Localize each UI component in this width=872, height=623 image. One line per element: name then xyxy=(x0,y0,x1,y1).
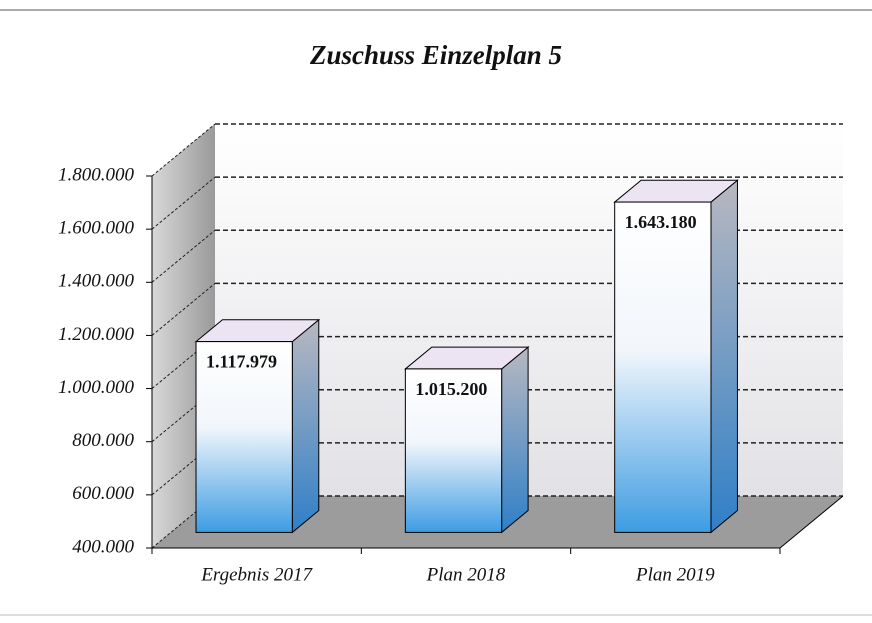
y-tick-label: 1.800.000 xyxy=(58,164,135,185)
x-tick-label: Plan 2019 xyxy=(635,564,715,585)
grid-line xyxy=(151,283,216,336)
grid-line xyxy=(151,123,216,177)
grid-line xyxy=(151,442,216,496)
bar xyxy=(195,341,293,533)
y-tick-label: 800.000 xyxy=(72,430,134,451)
y-tick-label: 1.000.000 xyxy=(58,377,135,398)
grid-line xyxy=(151,336,216,389)
bar-side xyxy=(501,346,529,534)
grid-line xyxy=(151,389,216,443)
bar-side xyxy=(291,318,320,534)
grid-line xyxy=(151,495,216,549)
grid-line xyxy=(151,229,216,283)
plot-area: 400.000 600.000 800.000 1.000.000 1.200.000 1… xyxy=(58,123,844,585)
bar-side xyxy=(710,179,738,534)
y-tick-label: 1.200.000 xyxy=(58,324,135,345)
y-tick-label: 600.000 xyxy=(72,483,134,504)
bar xyxy=(614,201,712,533)
x-tick-label: Ergebnis 2017 xyxy=(200,564,313,585)
data-label: 1.015.200 xyxy=(415,379,487,399)
x-tick-label: Plan 2018 xyxy=(426,564,506,585)
data-label: 1.643.180 xyxy=(625,212,697,232)
bar xyxy=(404,368,503,533)
floor-edge xyxy=(779,495,844,549)
y-tick-label: 1.400.000 xyxy=(58,271,135,292)
y-tick-label: 1.600.000 xyxy=(58,218,135,239)
y-tick-label: 400.000 xyxy=(72,536,134,557)
data-label: 1.117.979 xyxy=(206,352,277,372)
grid-line xyxy=(151,176,216,230)
chart-title: Zuschuss Einzelplan 5 xyxy=(309,40,562,70)
